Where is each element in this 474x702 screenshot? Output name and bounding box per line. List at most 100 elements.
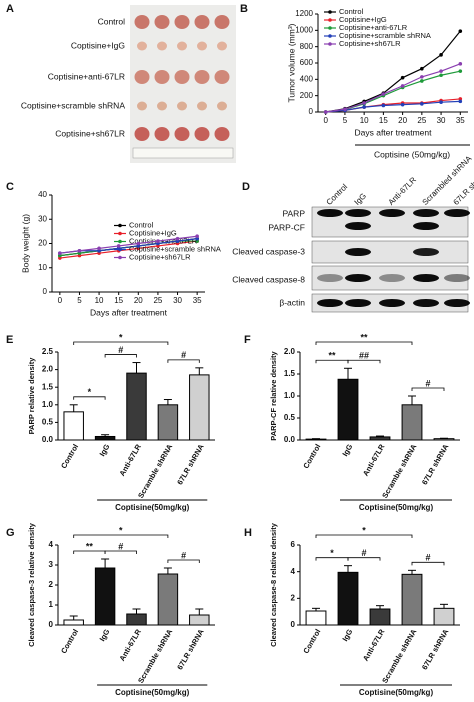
- significance-bracket: [411, 387, 445, 391]
- point: [458, 62, 463, 66]
- legend-marker: [118, 223, 122, 228]
- point: [58, 251, 62, 255]
- x-tick-label: 35: [456, 116, 465, 125]
- x-tick-label: IgG: [340, 442, 354, 457]
- series-line: [325, 63, 461, 113]
- y-tick-label: 2.0: [42, 365, 54, 374]
- bar: [189, 374, 210, 441]
- treatment-label: Coptisine (50mg/kg): [374, 149, 450, 159]
- band: [345, 248, 371, 256]
- significance-label: #: [118, 541, 123, 551]
- group-label: Coptisine(50mg/kg): [359, 688, 434, 697]
- ruler: [132, 147, 234, 159]
- bar: [63, 619, 84, 626]
- row-label: Coptisine+sh67LR: [55, 128, 125, 138]
- panel-label: C: [6, 181, 14, 193]
- tumor: [174, 127, 190, 141]
- point: [420, 102, 424, 106]
- legend-label: Coptisine+sh67LR: [339, 39, 401, 48]
- column-label: Control: [325, 182, 350, 207]
- significance-bracket: [73, 550, 106, 554]
- bar: [337, 378, 359, 441]
- x-tick-label: Anti-67LR: [117, 627, 143, 663]
- chart: G 0 1 2 3 4 Cleaved caspase-3 relative density…: [6, 522, 215, 697]
- panel-label: D: [242, 181, 250, 193]
- bar: [337, 571, 359, 626]
- bar: [369, 608, 391, 626]
- bar: [401, 404, 423, 441]
- y-tick-label: 1.5: [42, 382, 54, 391]
- y-tick-label: 1.0: [284, 391, 296, 400]
- legend-label: Control: [339, 7, 364, 16]
- legend-label: Coptisine+anti-67LR: [339, 23, 408, 32]
- y-tick-label: 2: [291, 593, 296, 602]
- tumor: [194, 127, 210, 141]
- tumor: [174, 70, 190, 84]
- tumor: [214, 15, 230, 29]
- bar: [157, 573, 179, 626]
- point: [195, 234, 199, 239]
- row-label: PARP-CF: [268, 222, 305, 232]
- x-tick-label: Scramble shRNA: [380, 442, 419, 500]
- tumor: [154, 127, 170, 141]
- x-tick-label: Control: [301, 627, 322, 655]
- x-tick-label: IgG: [98, 627, 112, 642]
- x-tick-label: 20: [134, 296, 143, 305]
- significance-label: **: [360, 332, 368, 342]
- significance-label: #: [181, 350, 186, 360]
- point: [420, 66, 424, 71]
- tumor: [157, 101, 167, 111]
- bar: [401, 573, 423, 626]
- x-tick-label: 10: [95, 296, 104, 305]
- point: [420, 79, 424, 83]
- significance-bracket: [73, 534, 169, 538]
- panel-label: G: [6, 527, 15, 539]
- y-tick-label: 600: [300, 58, 314, 67]
- x-tick-label: Anti-67LR: [117, 442, 143, 478]
- x-tick-label: 20: [398, 116, 407, 125]
- tumor: [137, 101, 147, 111]
- point: [458, 99, 463, 104]
- x-tick-label: Anti-67LR: [361, 442, 387, 478]
- significance-label: #: [425, 378, 430, 388]
- x-tick-label: 5: [77, 296, 82, 305]
- x-tick-label: IgG: [98, 442, 112, 457]
- y-tick-label: 10: [38, 263, 47, 272]
- band: [317, 209, 343, 217]
- tumor: [157, 41, 167, 51]
- significance-label: #: [425, 553, 430, 563]
- band: [413, 299, 439, 307]
- x-tick-label: Scramble shRNA: [136, 442, 175, 500]
- band: [379, 299, 405, 307]
- significance-label: #: [361, 548, 366, 558]
- significance-bracket: [73, 341, 169, 345]
- significance-bracket: [315, 341, 413, 345]
- x-axis-label: Days after treatment: [354, 127, 432, 137]
- y-axis-label: PARP-CF relative density: [269, 350, 278, 440]
- point: [439, 100, 443, 104]
- band: [379, 274, 405, 282]
- point: [77, 248, 82, 253]
- legend-marker: [328, 34, 332, 38]
- point: [400, 102, 405, 107]
- x-tick-label: 5: [343, 116, 348, 125]
- tumor: [197, 101, 207, 111]
- legend-label: Coptisine+IgG: [129, 228, 177, 237]
- y-tick-label: 0.5: [42, 418, 54, 427]
- tumor: [214, 127, 230, 141]
- legend-label: Control: [129, 220, 154, 229]
- y-tick-label: 0.0: [42, 435, 54, 444]
- significance-label: **: [328, 351, 336, 361]
- y-tick-label: 6: [291, 540, 296, 549]
- band: [444, 209, 470, 217]
- x-axis-label: Days after treatment: [90, 307, 168, 317]
- x-tick-label: 25: [417, 116, 426, 125]
- y-tick-label: 40: [38, 190, 47, 199]
- point: [136, 241, 141, 246]
- blot: [311, 240, 469, 264]
- point: [362, 101, 366, 105]
- significance-label: #: [118, 345, 123, 355]
- y-axis-label: Body weight (g): [20, 214, 30, 273]
- legend-marker: [118, 247, 122, 252]
- row-label: β-actin: [279, 297, 305, 307]
